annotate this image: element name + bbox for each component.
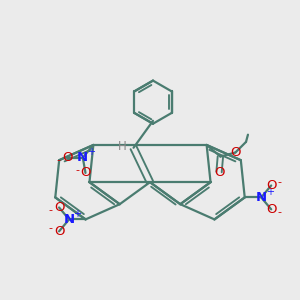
Text: H: H <box>118 140 127 153</box>
Text: -: - <box>57 156 61 166</box>
Text: +: + <box>266 187 274 197</box>
Text: N: N <box>77 151 88 164</box>
Text: -: - <box>278 178 282 188</box>
Text: O: O <box>230 146 241 159</box>
Text: O: O <box>266 203 276 216</box>
Text: O: O <box>80 167 91 179</box>
Text: N: N <box>256 191 267 204</box>
Text: N: N <box>64 213 75 226</box>
Text: O: O <box>62 151 73 164</box>
Text: +: + <box>74 209 82 219</box>
Text: -: - <box>278 207 282 217</box>
Text: -: - <box>49 223 53 233</box>
Text: O: O <box>54 201 64 214</box>
Text: +: + <box>87 147 95 157</box>
Text: O: O <box>214 166 224 178</box>
Text: O: O <box>54 225 64 238</box>
Text: -: - <box>75 165 79 175</box>
Text: O: O <box>266 179 276 192</box>
Text: -: - <box>49 206 53 215</box>
